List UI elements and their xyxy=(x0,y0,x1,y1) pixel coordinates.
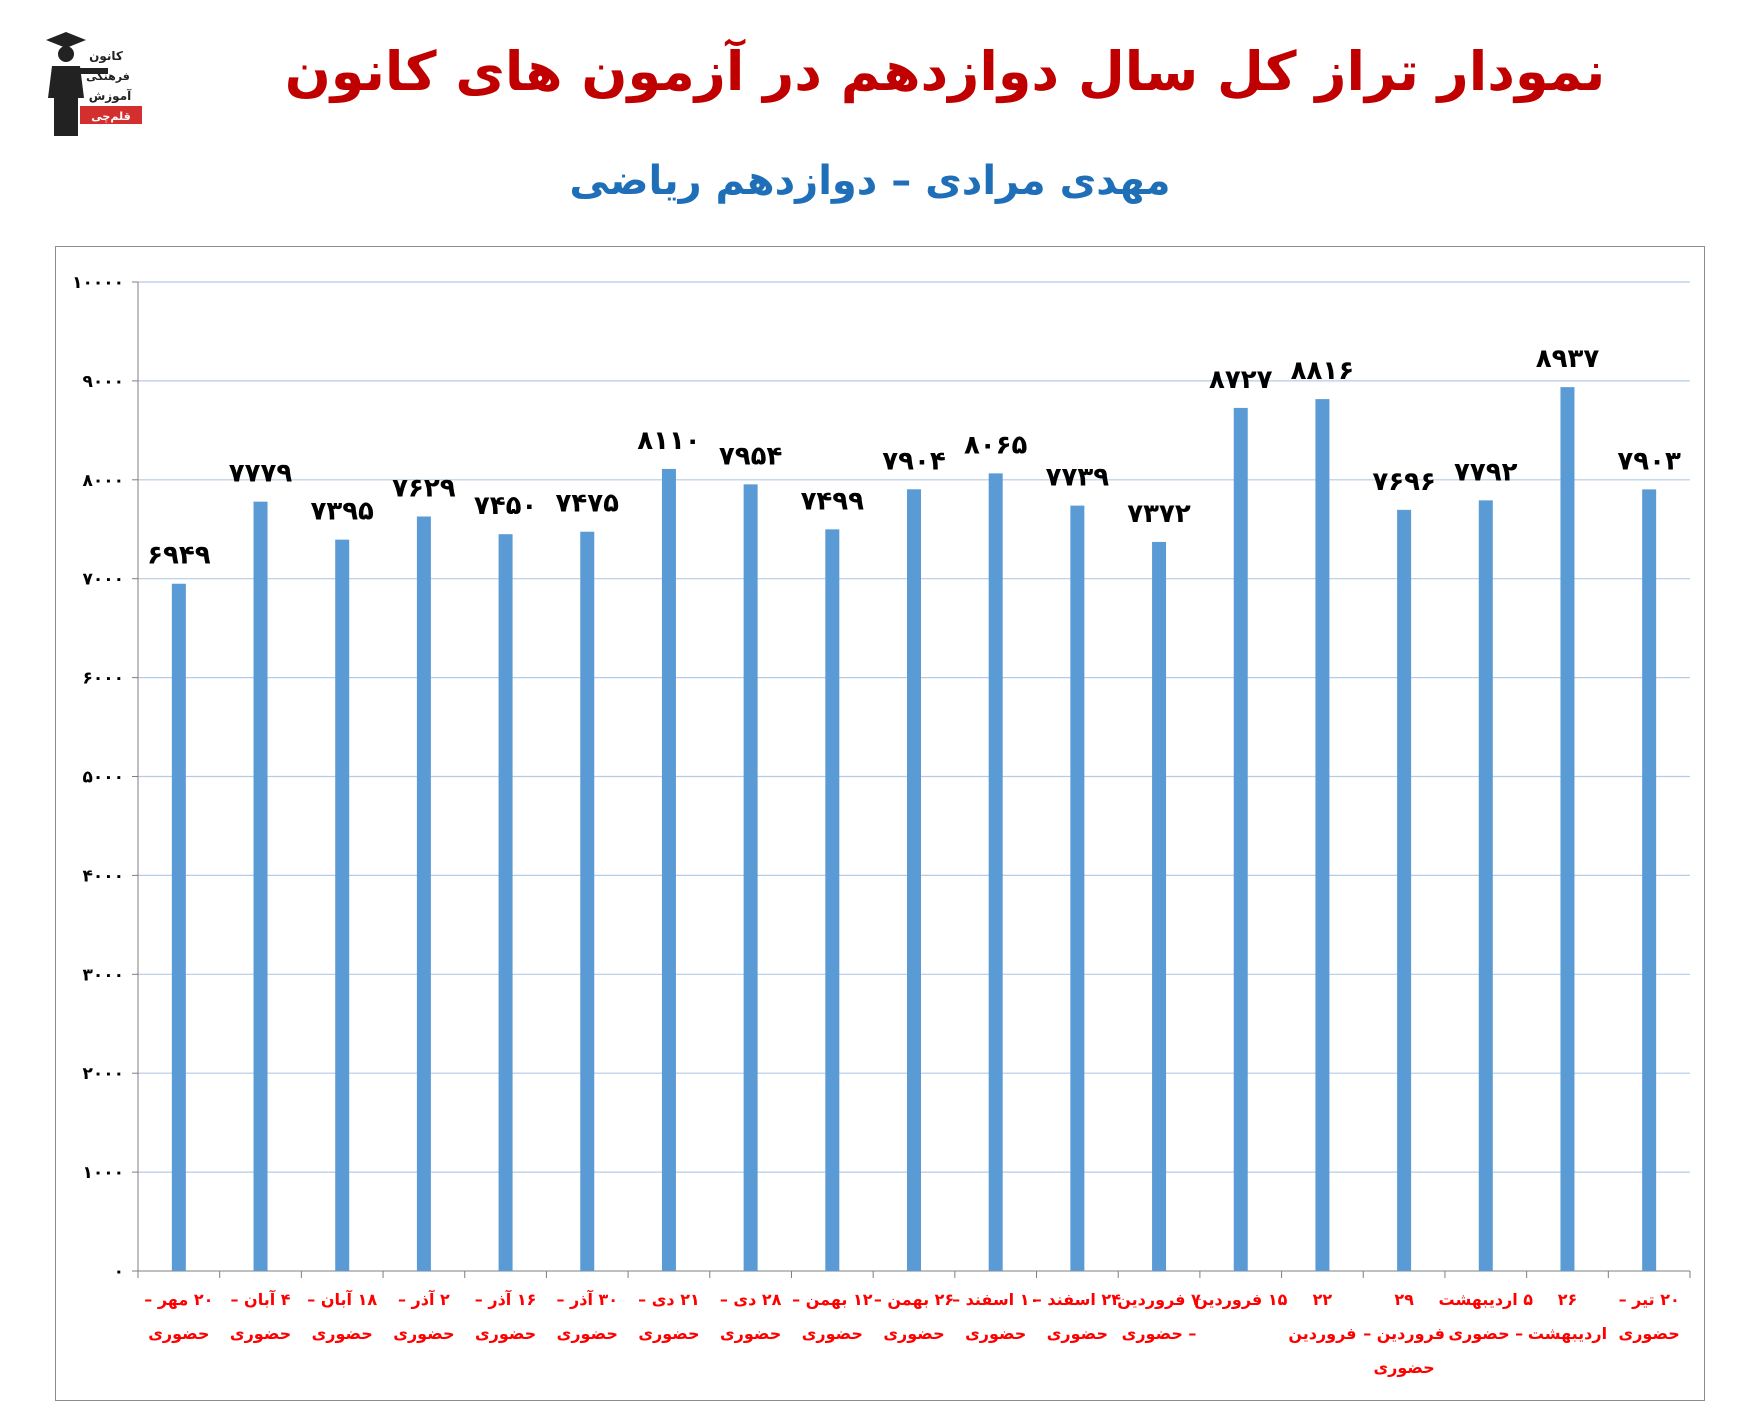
category-label: ۴ آبان – xyxy=(230,1289,290,1309)
category-label: ۵ اردیبهشت xyxy=(1439,1290,1534,1309)
bar xyxy=(1560,387,1575,1271)
category-label: حضوری xyxy=(802,1324,863,1343)
bar-value-label: ۷۹۰۴ xyxy=(882,446,945,476)
bar xyxy=(1642,489,1657,1271)
category-label: ۷ فروردین xyxy=(1117,1290,1201,1309)
bar xyxy=(498,534,513,1271)
category-label: ۱۵ فروردین xyxy=(1194,1290,1288,1309)
bar xyxy=(580,531,595,1271)
category-label: ۲۴ اسفند – xyxy=(1034,1290,1121,1309)
category-label: – حضوری xyxy=(1448,1324,1523,1343)
bar-value-label: ۷۶۲۹ xyxy=(392,473,456,503)
bar-value-label: ۷۳۷۲ xyxy=(1127,499,1191,529)
bar-value-label: ۷۴۵۰ xyxy=(474,491,537,521)
category-label: فروردین – xyxy=(1363,1324,1445,1343)
bar-value-label: ۸۹۳۷ xyxy=(1536,344,1600,374)
category-label: ۱۲ بهمن – xyxy=(792,1290,873,1309)
logo-line: فرهنگی xyxy=(86,70,130,83)
graduate-figure-icon: کانون فرهنگی آموزش قلم‌چی xyxy=(46,32,142,136)
page-subtitle: مهدی مرادی – دوازدهم ریاضی xyxy=(569,158,1171,204)
category-label: حضوری xyxy=(475,1324,536,1343)
bar-value-label: ۷۷۳۹ xyxy=(1046,463,1110,493)
bar-value-label: ۶۹۴۹ xyxy=(147,541,211,571)
category-label: ۱۸ آبان – xyxy=(307,1289,377,1309)
y-tick-label: ۶۰۰۰ xyxy=(82,669,124,689)
category-label: حضوری xyxy=(1047,1324,1108,1343)
category-label: ۱۶ آذر – xyxy=(475,1289,537,1309)
bar xyxy=(1478,500,1493,1271)
category-label: حضوری xyxy=(148,1324,209,1343)
y-tick-label: ۱۰۰۰ xyxy=(82,1163,124,1183)
category-label: – حضوری xyxy=(1122,1324,1197,1343)
bar xyxy=(253,501,268,1272)
bar xyxy=(988,473,1003,1272)
bar-value-label: ۷۴۹۹ xyxy=(801,486,865,516)
y-tick-label: ۰ xyxy=(114,1262,124,1282)
category-label: ۲۶ xyxy=(1558,1290,1578,1309)
bar-value-label: ۷۶۹۶ xyxy=(1372,467,1435,497)
category-label: ۱۰ اسفند – xyxy=(952,1290,1039,1309)
bar-value-label: ۷۹۵۴ xyxy=(719,441,782,471)
category-label: ۳۰ آذر – xyxy=(556,1289,618,1309)
category-label: ۲۰ تیر – xyxy=(1619,1290,1680,1309)
category-label: حضوری xyxy=(1374,1358,1435,1377)
logo-badge xyxy=(80,106,142,124)
category-label: حضوری xyxy=(720,1324,781,1343)
bar-value-label: ۷۳۹۵ xyxy=(310,497,374,527)
bar-value-label: ۷۷۹۲ xyxy=(1454,457,1518,487)
chart-frame xyxy=(55,246,1705,1401)
bar xyxy=(1315,399,1330,1271)
bar xyxy=(825,529,840,1271)
page-title: نمودار تراز کل سال دوازدهم در آزمون های … xyxy=(284,40,1606,103)
y-tick-label: ۲۰۰۰ xyxy=(82,1064,124,1084)
bar-value-label: ۸۷۲۷ xyxy=(1209,365,1273,395)
logo-line: کانون xyxy=(89,49,123,64)
bar-value-label: ۸۰۶۵ xyxy=(964,430,1028,460)
y-tick-label: ۴۰۰۰ xyxy=(82,866,124,886)
category-label: ۲ آذر – xyxy=(398,1289,450,1309)
logo: کانون فرهنگی آموزش قلم‌چی xyxy=(40,28,150,140)
category-label: اردیبهشت xyxy=(1528,1324,1607,1343)
category-label: حضوری xyxy=(638,1324,699,1343)
category-label: حضوری xyxy=(230,1324,291,1343)
logo-line: آموزش xyxy=(89,88,132,104)
category-label: حضوری xyxy=(883,1324,944,1343)
y-tick-label: ۵۰۰۰ xyxy=(82,768,124,788)
y-tick-label: ۹۰۰۰ xyxy=(82,372,124,392)
bar-value-label: ۷۹۰۳ xyxy=(1617,446,1681,476)
bar xyxy=(171,583,186,1271)
bar xyxy=(1233,407,1248,1272)
bar-value-label: ۸۸۱۶ xyxy=(1291,356,1354,386)
bar xyxy=(661,468,676,1271)
bar xyxy=(1070,505,1085,1271)
logo-badge-text: قلم‌چی xyxy=(91,110,130,123)
bar xyxy=(1152,541,1167,1271)
bar xyxy=(1397,509,1412,1271)
category-label: حضوری xyxy=(312,1324,373,1343)
category-label: ۲۱ دی – xyxy=(638,1290,700,1309)
category-label: ۲۰ مهر – xyxy=(144,1290,213,1309)
category-label: حضوری xyxy=(393,1324,454,1343)
category-label: حضوری xyxy=(965,1324,1026,1343)
bar xyxy=(907,489,921,1271)
y-tick-label: ۱۰۰۰۰ xyxy=(72,273,124,293)
bar xyxy=(743,484,758,1272)
category-label: حضوری xyxy=(1619,1324,1680,1343)
bar-value-label: ۷۴۷۵ xyxy=(556,489,620,519)
y-tick-label: ۸۰۰۰ xyxy=(82,471,124,491)
category-label: فروردین xyxy=(1288,1324,1356,1343)
y-tick-label: ۳۰۰۰ xyxy=(82,965,124,985)
bar-value-label: ۷۷۷۹ xyxy=(229,459,293,489)
category-label: ۲۶ بهمن – xyxy=(874,1290,954,1309)
category-label: ۲۲ xyxy=(1313,1290,1333,1309)
category-label: ۲۹ xyxy=(1394,1290,1414,1309)
category-label: حضوری xyxy=(557,1324,618,1343)
y-tick-label: ۷۰۰۰ xyxy=(82,570,124,590)
bar xyxy=(335,539,350,1271)
bar-value-label: ۸۱۱۰ xyxy=(637,426,700,456)
category-label: ۲۸ دی – xyxy=(720,1290,782,1309)
bar xyxy=(416,516,431,1271)
